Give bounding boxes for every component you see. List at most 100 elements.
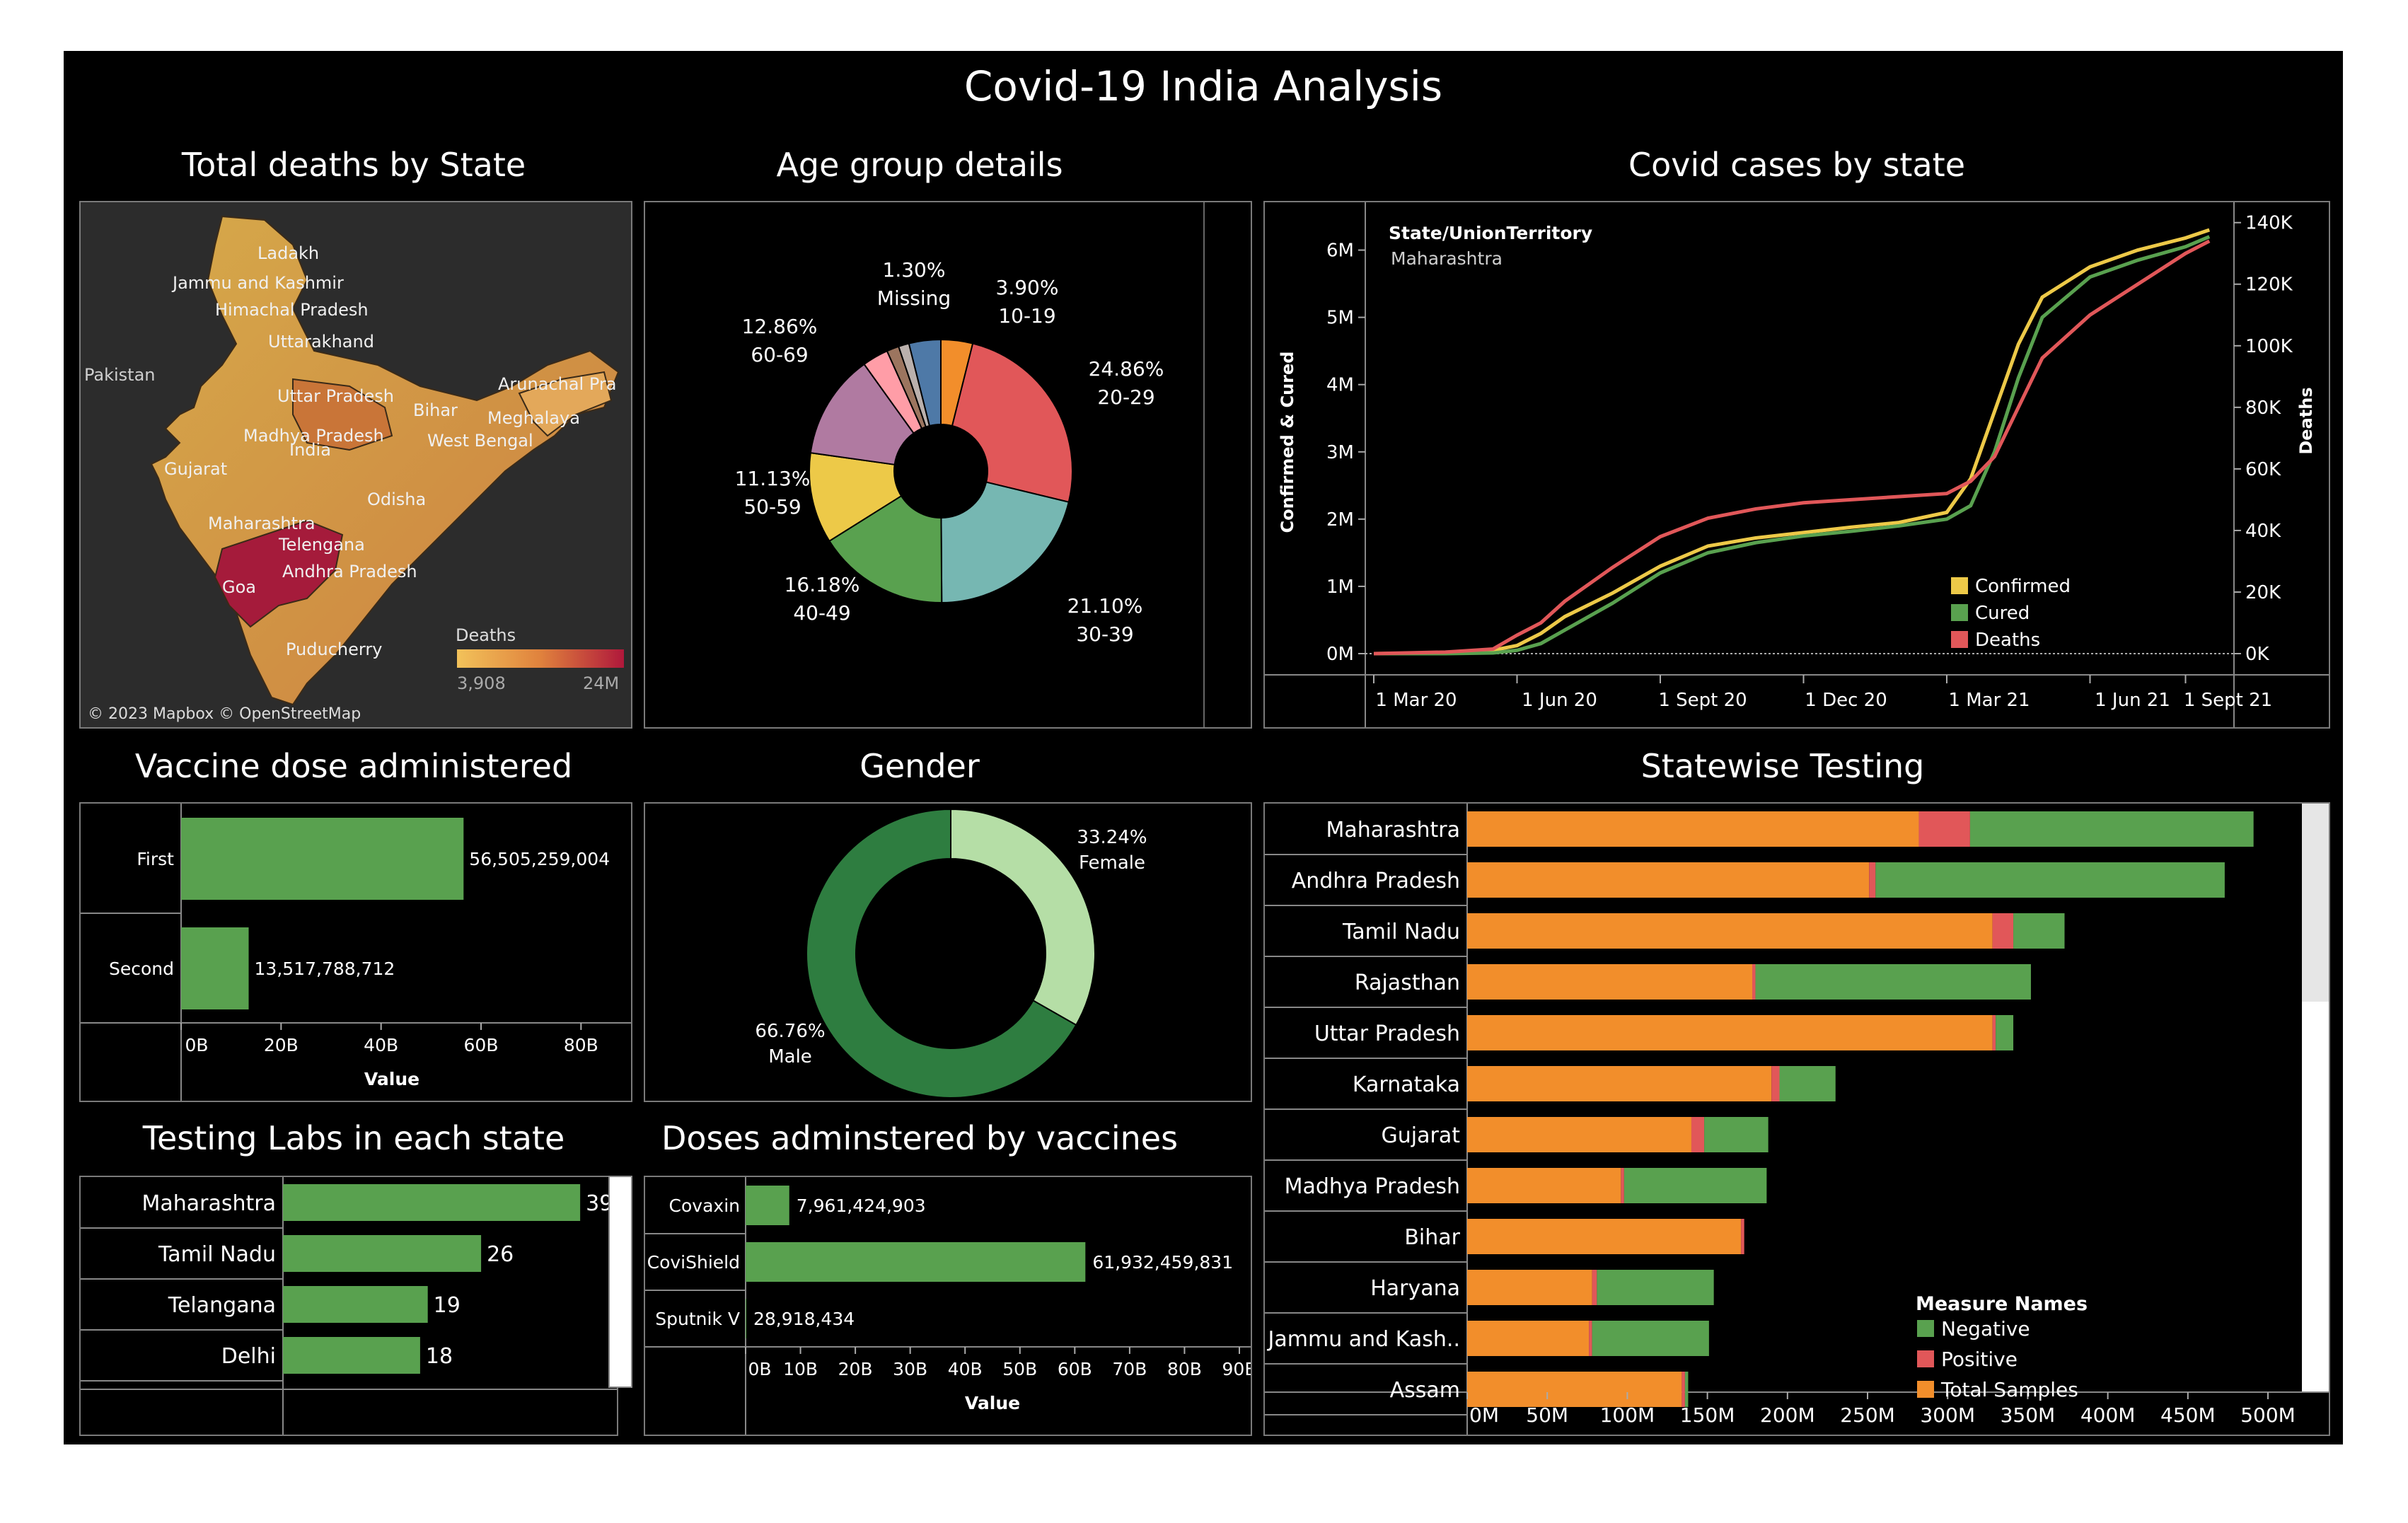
testing-scrollbar-thumb[interactable] <box>2302 804 2329 1002</box>
gender-panel[interactable]: 33.24% Female 66.76% Male <box>644 802 1252 1102</box>
doses-panel[interactable]: Covaxin 7,961,424,903 CoviShield 61,932,459… <box>644 1176 1256 1436</box>
cases-ytick: 5M <box>1326 308 1354 329</box>
doses-bar-chart[interactable]: Covaxin 7,961,424,903 CoviShield 61,932,459… <box>645 1177 1256 1435</box>
vaccine-bar-first[interactable] <box>181 818 464 900</box>
testing-bar-madhya-pradesh-total-samples[interactable] <box>1467 1168 1621 1203</box>
testing-cat-gujarat: Gujarat <box>1382 1123 1461 1148</box>
age-slice-1[interactable] <box>951 342 1073 503</box>
testing-bar-andhra-pradesh-total-samples[interactable] <box>1467 862 1870 898</box>
vaccine-panel[interactable]: First 56,505,259,004 Second 13,517,788,712 0… <box>79 802 632 1102</box>
testing-bar-tamil-nadu-positive[interactable] <box>1992 913 2014 949</box>
labs-bar-chart[interactable]: Maharashtra 39 Tamil Nadu 26 Telangana 19 Delh… <box>81 1177 617 1435</box>
northeast-shape <box>518 371 613 437</box>
cases-xtick: 1 Mar 21 <box>1948 690 2030 711</box>
map-legend-min: 3,908 <box>457 673 506 693</box>
age-panel[interactable]: 3.90% 10-19 24.86% 20-29 21.10% 30-39 16.18% 40… <box>644 201 1252 729</box>
gender-slice-0[interactable] <box>950 808 1096 1026</box>
testing-bar-karnataka-total-samples[interactable] <box>1467 1066 1772 1101</box>
testing-bar-maharashtra-total-samples[interactable] <box>1467 811 1919 847</box>
map-label-uttarakhand: Uttarakhand <box>268 332 374 352</box>
testing-bar-bihar-positive[interactable] <box>1741 1219 1744 1254</box>
testing-bar-jammu-and-kash-positive[interactable] <box>1589 1321 1592 1356</box>
cases-line-confirmed[interactable] <box>1373 228 2211 656</box>
testing-bar-haryana-positive[interactable] <box>1592 1270 1597 1305</box>
testing-bar-madhya-pradesh-negative[interactable] <box>1623 1168 1767 1203</box>
testing-bar-madhya-pradesh-positive[interactable] <box>1621 1168 1624 1203</box>
testing-bar-gujarat-total-samples[interactable] <box>1467 1117 1691 1152</box>
vaccine-bar-second[interactable] <box>181 927 249 1009</box>
testing-bar-tamil-nadu-negative[interactable] <box>2013 913 2065 949</box>
testing-bar-haryana-total-samples[interactable] <box>1467 1270 1592 1305</box>
testing-bar-andhra-pradesh-positive[interactable] <box>1869 862 1876 898</box>
cases-line-deaths[interactable] <box>1373 239 2211 656</box>
testing-stacked-bar-chart[interactable]: Maharashtra Andhra Pradesh Tamil Nadu Rajas… <box>1265 804 2329 1435</box>
testing-bar-rajasthan-negative[interactable] <box>1755 964 2031 1000</box>
doses-xtick: 90B <box>1222 1359 1251 1379</box>
cases-legend-label-deaths: Deaths <box>1975 630 2040 651</box>
testing-bar-assam-negative[interactable] <box>1684 1372 1689 1407</box>
testing-xtick: 500M <box>2240 1403 2296 1427</box>
testing-bar-bihar-total-samples[interactable] <box>1467 1219 1742 1254</box>
testing-bar-jammu-and-kash-negative[interactable] <box>1592 1321 1709 1356</box>
labs-value-telangana: 19 <box>434 1293 461 1318</box>
map-panel[interactable]: Pakistan Ladakh Jammu and Kashmir Himachal… <box>79 201 632 729</box>
cases-line-cured[interactable] <box>1374 235 2211 656</box>
doses-bar-covaxin[interactable] <box>746 1186 789 1225</box>
age-slice-5[interactable] <box>809 363 915 465</box>
cases-title: Covid cases by state <box>1628 146 1965 184</box>
age-slice-2[interactable] <box>940 481 1070 604</box>
india-map[interactable]: Pakistan Ladakh Jammu and Kashmir Himachal… <box>81 202 631 727</box>
map-label-ladakh: Ladakh <box>257 243 319 263</box>
testing-bar-rajasthan-total-samples[interactable] <box>1467 964 1753 1000</box>
age-donut-chart[interactable]: 3.90% 10-19 24.86% 20-29 21.10% 30-39 16.18% 40… <box>645 202 1251 727</box>
country-label-pakistan: Pakistan <box>84 365 156 385</box>
testing-bar-uttar-pradesh-total-samples[interactable] <box>1467 1015 1993 1050</box>
testing-cat-tamil-nadu: Tamil Nadu <box>1342 920 1460 944</box>
cases-panel[interactable]: State/UnionTerritory Maharashtra 0M 1M 2M 3… <box>1263 201 2330 729</box>
testing-panel[interactable]: Maharashtra Andhra Pradesh Tamil Nadu Rajas… <box>1263 802 2330 1436</box>
testing-bar-assam-positive[interactable] <box>1681 1372 1685 1407</box>
labs-bar-delhi[interactable] <box>283 1337 420 1374</box>
gender-slice-1[interactable] <box>806 808 1077 1099</box>
age-slice-9[interactable] <box>908 338 942 427</box>
testing-bar-uttar-pradesh-positive[interactable] <box>1992 1015 1996 1050</box>
gender-donut-chart[interactable]: 33.24% Female 66.76% Male <box>645 804 1251 1101</box>
doses-xtick: 30B <box>893 1359 927 1379</box>
labs-bar-tamil-nadu[interactable] <box>283 1235 482 1272</box>
cases-legend-swatch-cured <box>1951 604 1968 621</box>
doses-xtick: 0B <box>748 1359 771 1379</box>
age-slice-4[interactable] <box>809 451 903 543</box>
doses-value-covishield: 61,932,459,831 <box>1092 1252 1233 1273</box>
testing-bar-tamil-nadu-total-samples[interactable] <box>1467 913 1993 949</box>
testing-bar-haryana-negative[interactable] <box>1597 1270 1714 1305</box>
testing-bar-karnataka-positive[interactable] <box>1771 1066 1780 1101</box>
testing-bar-karnataka-negative[interactable] <box>1779 1066 1836 1101</box>
labs-scrollbar[interactable] <box>608 1176 632 1388</box>
doses-bar-covishield[interactable] <box>746 1242 1086 1282</box>
labs-bar-telangana[interactable] <box>283 1286 428 1323</box>
testing-bar-gujarat-positive[interactable] <box>1691 1117 1705 1152</box>
dashboard: Covid-19 India Analysis Total deaths by … <box>64 51 2343 1444</box>
testing-bar-uttar-pradesh-negative[interactable] <box>1996 1015 2014 1050</box>
age-label-group-1: 20-29 <box>1097 386 1154 409</box>
testing-bar-andhra-pradesh-negative[interactable] <box>1875 862 2225 898</box>
testing-bar-rajasthan-positive[interactable] <box>1752 964 1756 1000</box>
testing-bar-gujarat-negative[interactable] <box>1704 1117 1769 1152</box>
testing-bar-assam-total-samples[interactable] <box>1467 1372 1682 1407</box>
testing-cat-karnataka: Karnataka <box>1353 1072 1460 1097</box>
testing-legend-label-total-samples: Total Samples <box>1940 1378 2078 1401</box>
testing-bar-maharashtra-negative[interactable] <box>1969 811 2254 847</box>
vaccine-bar-chart[interactable]: First 56,505,259,004 Second 13,517,788,712 0… <box>81 804 631 1101</box>
testing-bar-maharashtra-positive[interactable] <box>1918 811 1970 847</box>
testing-xtick: 300M <box>1920 1403 1975 1427</box>
testing-xtick: 150M <box>1680 1403 1735 1427</box>
labs-panel[interactable]: Maharashtra 39 Tamil Nadu 26 Telangana 19 Delh… <box>79 1176 618 1436</box>
testing-bar-jammu-and-kash-total-samples[interactable] <box>1467 1321 1590 1356</box>
cases-line-chart[interactable]: State/UnionTerritory Maharashtra 0M 1M 2M 3… <box>1265 202 2329 727</box>
up-shape <box>292 378 393 451</box>
labs-bar-maharashtra[interactable] <box>283 1184 581 1221</box>
testing-title: Statewise Testing <box>1640 747 1925 785</box>
gender-label-name-1: Male <box>768 1046 812 1067</box>
cases-ytick: 1M <box>1326 577 1354 598</box>
age-slice-3[interactable] <box>828 494 943 603</box>
